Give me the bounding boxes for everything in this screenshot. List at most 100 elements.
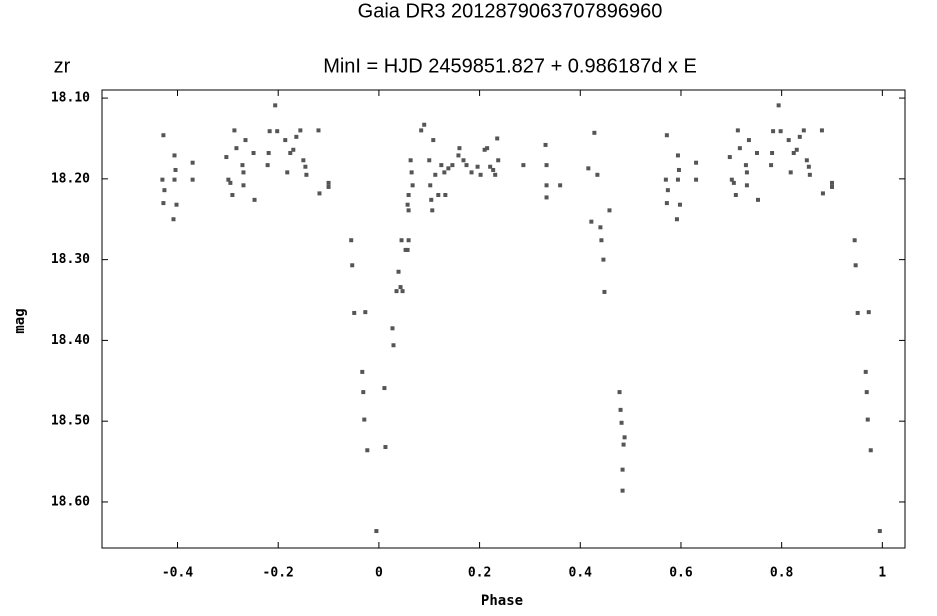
point — [304, 172, 309, 177]
y-tick-label: 18.20 — [51, 171, 90, 186]
point — [190, 177, 195, 182]
point — [427, 158, 432, 163]
point — [430, 208, 435, 213]
point — [807, 172, 812, 177]
point — [303, 164, 308, 169]
x-tick-label: 0.4 — [569, 566, 593, 581]
point — [663, 177, 668, 182]
y-tick-label: 18.30 — [51, 252, 90, 267]
point — [488, 164, 493, 169]
point — [275, 129, 280, 134]
point — [433, 172, 438, 177]
band-label: zr — [54, 55, 71, 77]
point — [794, 147, 799, 152]
point — [317, 191, 322, 196]
point — [442, 170, 447, 175]
x-tick-label: 0 — [375, 566, 383, 581]
point — [162, 188, 167, 193]
point — [482, 147, 487, 152]
point — [786, 138, 791, 143]
point — [419, 128, 424, 133]
y-tick-label: 18.50 — [51, 414, 90, 429]
point — [174, 202, 179, 207]
point — [485, 146, 490, 151]
x-tick-label: -0.4 — [162, 566, 193, 581]
point — [171, 217, 176, 222]
point — [770, 151, 775, 156]
point — [619, 420, 624, 425]
y-tick-label: 18.40 — [51, 333, 90, 348]
point — [791, 151, 796, 156]
point — [232, 128, 237, 133]
point — [806, 164, 811, 169]
point — [622, 435, 627, 440]
point — [595, 172, 600, 177]
x-tick-label: -0.2 — [263, 566, 294, 581]
point — [464, 163, 469, 168]
point — [788, 170, 793, 175]
plot-frame — [101, 89, 906, 549]
point — [727, 155, 732, 160]
point — [360, 369, 365, 374]
point — [769, 163, 774, 168]
point — [674, 217, 679, 222]
point — [733, 193, 738, 198]
point — [743, 163, 748, 168]
point — [301, 158, 306, 163]
point — [400, 289, 405, 294]
point — [374, 529, 379, 534]
point — [226, 177, 231, 182]
x-tick-label: 0.2 — [468, 566, 491, 581]
point — [617, 390, 622, 395]
point — [350, 263, 355, 268]
point — [283, 138, 288, 143]
point — [173, 167, 178, 172]
point — [620, 467, 625, 472]
point — [865, 417, 870, 422]
point — [161, 133, 166, 138]
point — [558, 183, 563, 188]
point — [431, 138, 436, 143]
point — [544, 183, 549, 188]
point — [230, 193, 235, 198]
point — [436, 193, 441, 198]
point — [495, 136, 500, 141]
point — [408, 158, 413, 163]
point — [288, 151, 293, 156]
point — [744, 170, 749, 175]
point — [801, 128, 806, 133]
point — [240, 163, 245, 168]
point — [429, 197, 434, 202]
point — [190, 160, 195, 165]
point — [160, 177, 165, 182]
point — [456, 153, 461, 158]
point — [621, 442, 626, 447]
point — [285, 170, 290, 175]
point — [746, 138, 751, 143]
point — [618, 407, 623, 412]
point — [267, 129, 272, 134]
point — [316, 128, 321, 133]
point — [598, 225, 603, 230]
point — [771, 129, 776, 134]
point — [228, 180, 233, 185]
point — [291, 147, 296, 152]
point — [273, 103, 278, 108]
point — [172, 177, 177, 182]
point — [737, 146, 742, 151]
point — [543, 142, 548, 147]
chart-title: Gaia DR3 2012879063707896960 — [358, 0, 663, 22]
point — [405, 247, 410, 252]
point — [868, 448, 873, 453]
point — [496, 158, 501, 163]
point — [853, 263, 858, 268]
point — [469, 170, 474, 175]
point — [298, 128, 303, 133]
point — [241, 170, 246, 175]
point — [450, 163, 455, 168]
point — [409, 170, 414, 175]
point — [475, 164, 480, 169]
point — [729, 177, 734, 182]
point — [383, 445, 388, 450]
